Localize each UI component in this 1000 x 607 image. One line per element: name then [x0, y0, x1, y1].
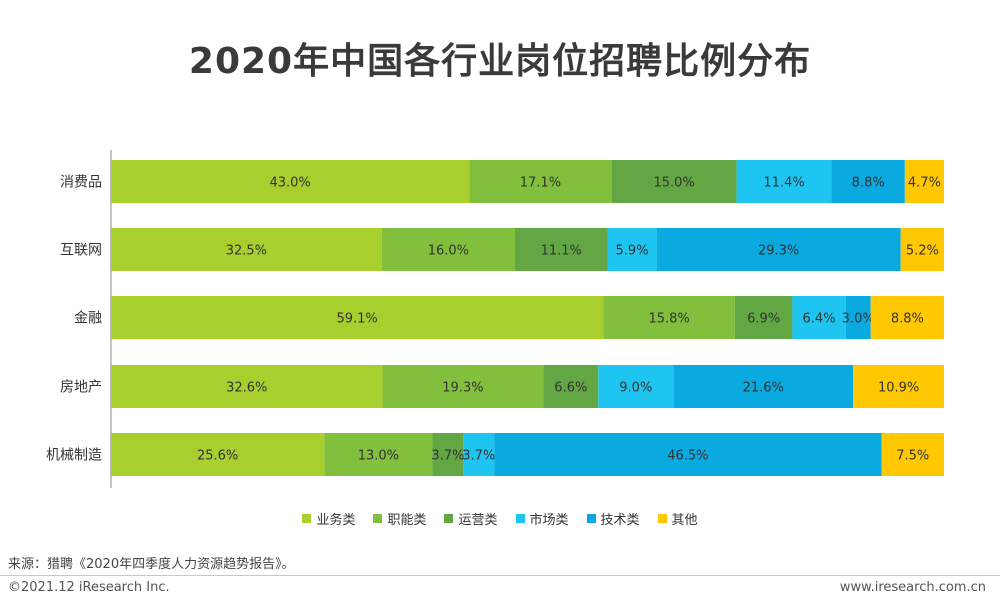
chart-title: 2020年中国各行业岗位招聘比例分布 [188, 41, 812, 82]
legend-item: 技术类 [586, 509, 640, 528]
stacked-bar-chart: 消费品 43.0% 17.1% 15.0% 11.4% 8.8% 4.7% 互联网 32.5% 1… [46, 150, 944, 488]
legend-label: 技术类 [600, 513, 640, 528]
data-label: 59.1% [336, 312, 377, 327]
bar-segment [607, 228, 657, 271]
data-label: 43.0% [269, 176, 310, 191]
legend-swatch [373, 514, 383, 523]
website: www.iresearch.com.cn [839, 580, 986, 595]
bar-segment [111, 296, 604, 339]
legend-label: 业务类 [316, 513, 356, 528]
source-note: 来源：猎聘《2020年四季度人力资源趋势报告》。 [8, 557, 295, 572]
data-label: 6.6% [554, 381, 587, 396]
data-label: 32.6% [226, 381, 267, 396]
bar-segment [381, 228, 516, 271]
category-label: 消费品 [60, 175, 102, 191]
data-label: 21.6% [743, 381, 784, 396]
legend: 业务类 职能类 运营类 市场类 技术类 其他 [0, 509, 1000, 528]
data-label: 7.5% [896, 449, 929, 464]
bar-segment [111, 160, 470, 203]
category-label: 互联网 [60, 243, 102, 259]
bar-segment [324, 433, 433, 476]
bar-segment [111, 228, 382, 271]
bar-segment [792, 296, 846, 339]
data-label: 46.5% [667, 449, 708, 464]
data-label: 6.4% [803, 312, 836, 327]
category-label: 机械制造 [46, 448, 102, 464]
bar-segment [845, 296, 871, 339]
bar-segment [736, 160, 832, 203]
legend-swatch [302, 514, 312, 523]
legend-label: 市场类 [529, 513, 569, 528]
data-label: 4.7% [908, 176, 941, 191]
legend-swatch [515, 514, 525, 523]
bar-segment [611, 160, 737, 203]
data-label: 5.2% [906, 244, 939, 259]
data-label: 3.7% [462, 449, 495, 464]
copyright: ©2021.12 iResearch Inc. [8, 580, 170, 595]
legend-item: 业务类 [302, 509, 355, 528]
data-label: 32.5% [226, 244, 267, 259]
bar-segment [463, 433, 495, 476]
bar-segment [656, 228, 901, 271]
data-label: 8.8% [891, 312, 924, 327]
category-label: 金融 [74, 311, 102, 327]
bar-segment [515, 228, 608, 271]
legend-item: 市场类 [515, 509, 569, 528]
data-label: 3.0% [842, 312, 875, 327]
bar-segment [432, 433, 464, 476]
legend-item: 其他 [657, 509, 698, 528]
bar-segment [673, 365, 854, 408]
legend-swatch [586, 514, 596, 523]
bar-segment [543, 365, 599, 408]
data-label: 11.1% [541, 244, 582, 259]
data-label: 17.1% [520, 176, 561, 191]
data-label: 25.6% [197, 449, 238, 464]
bar-segment [904, 160, 944, 203]
bar-segment [494, 433, 882, 476]
data-label: 6.9% [747, 312, 780, 327]
data-label: 19.3% [442, 381, 483, 396]
data-label: 13.0% [358, 449, 399, 464]
legend-label: 运营类 [458, 513, 498, 528]
data-label: 15.8% [648, 312, 689, 327]
bar-segment [598, 365, 674, 408]
data-label: 11.4% [763, 176, 804, 191]
data-label: 16.0% [428, 244, 469, 259]
bar-segment [900, 228, 944, 271]
data-label: 15.0% [653, 176, 694, 191]
bar-segment [603, 296, 735, 339]
data-label: 10.9% [878, 381, 919, 396]
legend-label: 职能类 [387, 513, 427, 528]
footer-divider [0, 575, 1000, 576]
legend-swatch [657, 514, 667, 523]
bar-segment [111, 365, 383, 408]
data-label: 29.3% [758, 244, 799, 259]
bar-segment [111, 433, 325, 476]
bar-segment [734, 296, 793, 339]
bar-segment [870, 296, 944, 339]
bar-segment [831, 160, 905, 203]
bar-segment [881, 433, 944, 476]
bar-segment [382, 365, 544, 408]
data-label: 3.7% [431, 449, 464, 464]
category-label: 房地产 [60, 380, 102, 396]
legend-item: 职能类 [373, 509, 426, 528]
legend-label: 其他 [671, 513, 698, 528]
data-label: 5.9% [616, 244, 649, 259]
data-label: 9.0% [619, 381, 652, 396]
bar-segment [853, 365, 944, 408]
bar-segment [469, 160, 612, 203]
legend-swatch [444, 514, 454, 523]
data-label: 8.8% [852, 176, 885, 191]
legend-item: 运营类 [444, 509, 498, 528]
